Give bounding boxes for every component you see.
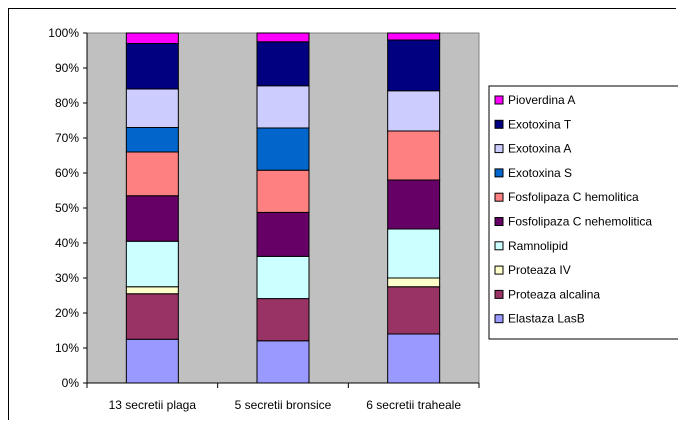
bar-segment bbox=[125, 293, 179, 340]
bar-segment bbox=[256, 255, 310, 300]
legend-swatch bbox=[494, 144, 504, 154]
bar-segment bbox=[387, 90, 441, 132]
bar-segment bbox=[125, 127, 179, 153]
bars-group bbox=[125, 32, 441, 384]
bar-segment bbox=[256, 340, 310, 384]
bar-segment bbox=[387, 39, 441, 92]
bar-segment bbox=[256, 41, 310, 87]
bar-segment bbox=[387, 32, 441, 41]
x-tick-label: 6 secretii traheale bbox=[366, 398, 461, 412]
bar-segment bbox=[125, 32, 179, 44]
legend: Pioverdina A Exotoxina T Exotoxina A Exotox… bbox=[488, 85, 678, 340]
legend-label: Fosfolipaza C nehemolitica bbox=[508, 215, 652, 229]
y-tick-label: 20% bbox=[55, 306, 79, 320]
legend-label: Ramnolipid bbox=[508, 239, 568, 253]
y-tick-label: 40% bbox=[55, 236, 79, 250]
bar-segment bbox=[387, 333, 441, 384]
bar-segment bbox=[125, 195, 179, 242]
bar-segment bbox=[256, 32, 310, 43]
legend-label: Exotoxina T bbox=[508, 117, 572, 131]
legend-swatch bbox=[494, 265, 504, 275]
legend-swatch bbox=[494, 119, 504, 129]
bar-segment bbox=[125, 338, 179, 384]
legend-swatch bbox=[494, 241, 504, 251]
x-tick-label: 13 secretii plaga bbox=[109, 398, 197, 412]
bar-segment bbox=[256, 85, 310, 129]
bar-segment bbox=[387, 286, 441, 335]
axes-group: 0% 10% 20% 30% 40% 50% 60% 70% 80% 90% 100% 13 secr… bbox=[48, 26, 480, 412]
legend-swatch bbox=[494, 289, 504, 299]
bar-segment bbox=[256, 211, 310, 257]
y-tick-label: 0% bbox=[62, 376, 80, 390]
bar-segment bbox=[125, 43, 179, 90]
y-tick-label: 10% bbox=[55, 341, 79, 355]
legend-label: Exotoxina A bbox=[508, 142, 571, 156]
legend-label: Proteaza alcalina bbox=[508, 287, 600, 301]
bar-segment bbox=[256, 298, 310, 342]
bar-segment bbox=[125, 240, 179, 288]
bar-segment bbox=[125, 88, 179, 128]
y-tick-label: 30% bbox=[55, 271, 79, 285]
bar-segment bbox=[387, 228, 441, 279]
y-tick-label: 100% bbox=[48, 26, 79, 40]
bar-segment bbox=[125, 286, 179, 295]
bar-segment bbox=[387, 277, 441, 288]
legend-swatch bbox=[494, 168, 504, 178]
y-tick-label: 90% bbox=[55, 61, 79, 75]
legend-label: Exotoxina S bbox=[508, 166, 572, 180]
x-tick-label: 5 secretii bronsice bbox=[235, 398, 332, 412]
legend-swatch bbox=[494, 314, 504, 324]
legend-swatch bbox=[494, 192, 504, 202]
y-tick-label: 80% bbox=[55, 96, 79, 110]
bar-segment bbox=[125, 151, 179, 197]
legend-label: Fosfolipaza C hemolitica bbox=[508, 190, 639, 204]
legend-swatch bbox=[494, 95, 504, 105]
bar-segment bbox=[256, 127, 310, 171]
legend-label: Pioverdina A bbox=[508, 93, 575, 107]
bar-segment bbox=[387, 130, 441, 181]
bar-segment bbox=[256, 169, 310, 213]
legend-label: Proteaza IV bbox=[508, 263, 571, 277]
y-tick-label: 70% bbox=[55, 131, 79, 145]
y-tick-label: 50% bbox=[55, 201, 79, 215]
y-tick-label: 60% bbox=[55, 166, 79, 180]
legend-swatch bbox=[494, 217, 504, 226]
legend-frame bbox=[488, 85, 678, 340]
bar-segment bbox=[387, 179, 441, 230]
legend-label: Elastaza LasB bbox=[508, 312, 585, 326]
